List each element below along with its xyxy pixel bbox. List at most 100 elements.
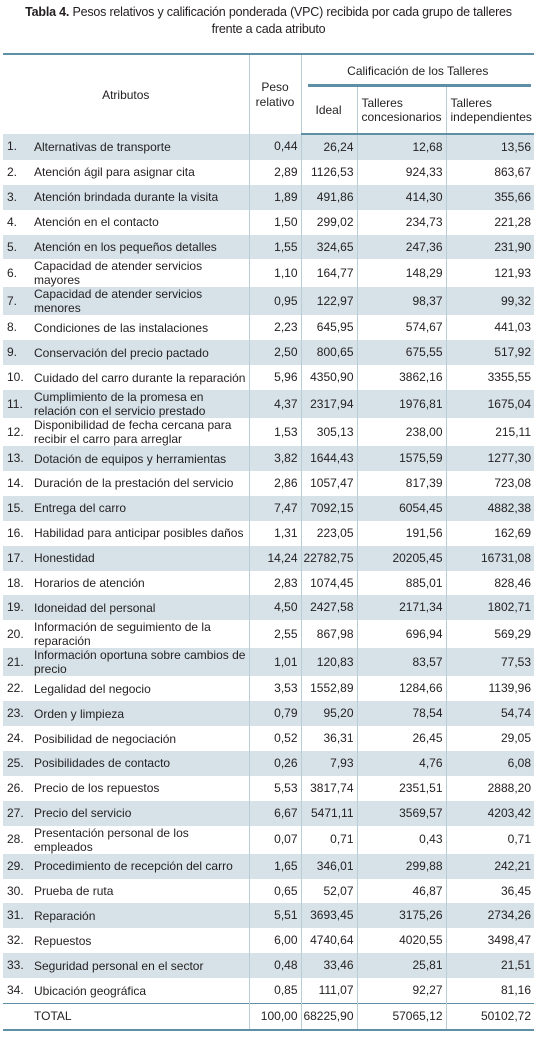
attribute-name: Dotación de equipos y herramientas: [34, 451, 227, 466]
ideal-value: 33,46: [300, 953, 357, 979]
independientes-value: 2734,26: [445, 903, 535, 929]
row-number: 14.: [7, 475, 24, 490]
ideal-value: 7,93: [300, 751, 357, 776]
row-number: 25.: [7, 755, 24, 770]
table-row: 14. Duración de la prestación del servici…: [3, 471, 535, 496]
concesionarios-value: 299,88: [356, 853, 446, 879]
row-number: 6.: [7, 265, 18, 280]
concesionarios-value: 3569,57: [356, 800, 446, 826]
attribute-name: Cumplimiento de la promesa en relación c…: [34, 390, 206, 419]
table-row: 11. Cumplimiento de la promesa en relació…: [3, 390, 535, 419]
total-label: TOTAL: [3, 1003, 249, 1031]
table-row: 21. Información oportuna sobre cambios de…: [3, 648, 535, 677]
peso-relativo-value: 0,44: [248, 134, 301, 160]
row-number: 27.: [7, 805, 24, 820]
peso-relativo-value: 0,95: [248, 287, 301, 316]
table-row: 6. Capacidad de atender servicios mayores…: [3, 259, 535, 288]
ideal-value: 299,02: [300, 209, 357, 235]
independientes-value: 355,66: [445, 184, 535, 210]
independientes-value: 16731,08: [445, 545, 535, 571]
attribute-cell: 14. Duración de la prestación del servici…: [3, 471, 249, 496]
independientes-value: 221,28: [445, 209, 535, 235]
row-number: 18.: [7, 575, 24, 590]
ideal-value: 1126,53: [300, 159, 357, 185]
independientes-value: 77,53: [445, 648, 535, 677]
table-row: 17. Honestidad 14,24 22782,75 20205,45 16731,…: [3, 545, 535, 571]
attribute-cell: 16. Habilidad para anticipar posibles dañ…: [3, 520, 249, 546]
peso-relativo-value: 1,31: [248, 520, 301, 546]
attribute-name: Duración de la prestación del servicio: [34, 476, 234, 491]
row-number: 16.: [7, 525, 24, 540]
independientes-value: 569,29: [445, 620, 535, 649]
independientes-value: 1802,71: [445, 595, 535, 621]
table-row: 12. Disponibilidad de fecha cercana para …: [3, 418, 535, 447]
header-conc-line2: concesionarios: [361, 110, 442, 124]
concesionarios-value: 675,55: [356, 340, 446, 366]
peso-relativo-value: 2,86: [248, 471, 301, 496]
ideal-value: 2427,58: [300, 595, 357, 621]
attribute-cell: 12. Disponibilidad de fecha cercana para …: [3, 418, 249, 447]
table-row: 34. Ubicación geográfica 0,85 111,07 92,27 81…: [3, 978, 535, 1004]
peso-relativo-value: 3,82: [248, 446, 301, 472]
concesionarios-value: 92,27: [356, 978, 446, 1004]
attribute-cell: 10. Cuidado del carro durante la reparaci…: [3, 365, 249, 391]
peso-relativo-value: 1,65: [248, 853, 301, 879]
attribute-cell: 17. Honestidad: [3, 545, 249, 571]
attribute-name: Precio de los repuestos: [34, 781, 160, 796]
attribute-name: Información oportuna sobre cambios de pr…: [34, 648, 246, 677]
ideal-value: 3693,45: [300, 903, 357, 929]
independientes-value: 441,03: [445, 315, 535, 341]
table-row: 3. Atención brindada durante la visita 1,8…: [3, 184, 535, 210]
attribute-cell: 33. Seguridad personal en el sector: [3, 953, 249, 979]
header-calificacion: Calificación de los Talleres: [300, 53, 535, 88]
attribute-cell: 1. Alternativas de transporte: [3, 134, 249, 160]
attribute-name: Habilidad para anticipar posibles daños: [34, 526, 244, 541]
concesionarios-value: 817,39: [356, 471, 446, 496]
concesionarios-value: 924,33: [356, 159, 446, 185]
row-number: 15.: [7, 500, 24, 515]
concesionarios-value: 2351,51: [356, 775, 446, 801]
peso-relativo-value: 1,50: [248, 209, 301, 235]
row-number: 33.: [7, 958, 24, 973]
attribute-cell: 6. Capacidad de atender servicios mayores: [3, 259, 249, 288]
ideal-value: 111,07: [300, 978, 357, 1004]
table-body: 1. Alternativas de transporte 0,44 26,24 12,…: [3, 134, 535, 1031]
attribute-cell: 23. Orden y limpieza: [3, 701, 249, 727]
peso-relativo-value: 2,55: [248, 620, 301, 649]
independientes-value: 29,05: [445, 726, 535, 752]
independientes-value: 863,67: [445, 159, 535, 185]
independientes-value: 162,69: [445, 520, 535, 546]
concesionarios-value: 148,29: [356, 259, 446, 288]
concesionarios-value: 234,73: [356, 209, 446, 235]
attribute-cell: 18. Horarios de atención: [3, 570, 249, 596]
total-row: TOTAL 100,00 68225,90 57065,12 50102,72: [3, 1003, 535, 1031]
row-number: 13.: [7, 451, 24, 466]
row-number: 21.: [7, 654, 24, 669]
independientes-value: 1675,04: [445, 390, 535, 419]
peso-relativo-value: 4,50: [248, 595, 301, 621]
table-row: 31. Reparación 5,51 3693,45 3175,26 2734,26: [3, 903, 535, 929]
row-number: 1.: [7, 139, 18, 154]
ideal-value: 1552,89: [300, 676, 357, 702]
header-peso-line2: relativo: [255, 94, 295, 109]
independientes-value: 3355,55: [445, 365, 535, 391]
independientes-value: 99,32: [445, 287, 535, 316]
table-row: 8. Condiciones de las instalaciones 2,23 64…: [3, 315, 535, 341]
ideal-value: 36,31: [300, 726, 357, 752]
peso-relativo-value: 4,37: [248, 390, 301, 419]
row-number: 11.: [7, 396, 23, 411]
attribute-cell: 26. Precio de los repuestos: [3, 775, 249, 801]
concesionarios-value: 4,76: [356, 751, 446, 776]
concesionarios-value: 78,54: [356, 701, 446, 727]
concesionarios-value: 26,45: [356, 726, 446, 752]
header-atributos: Atributos: [3, 53, 249, 134]
attribute-name: Atención brindada durante la visita: [34, 190, 219, 205]
peso-relativo-value: 5,53: [248, 775, 301, 801]
concesionarios-value: 12,68: [356, 134, 446, 160]
independientes-value: 4203,42: [445, 800, 535, 826]
total-concesionarios: 57065,12: [356, 1003, 446, 1031]
independientes-value: 3498,47: [445, 928, 535, 954]
concesionarios-value: 98,37: [356, 287, 446, 316]
table-row: 13. Dotación de equipos y herramientas 3,8…: [3, 446, 535, 472]
concesionarios-value: 3862,16: [356, 365, 446, 391]
